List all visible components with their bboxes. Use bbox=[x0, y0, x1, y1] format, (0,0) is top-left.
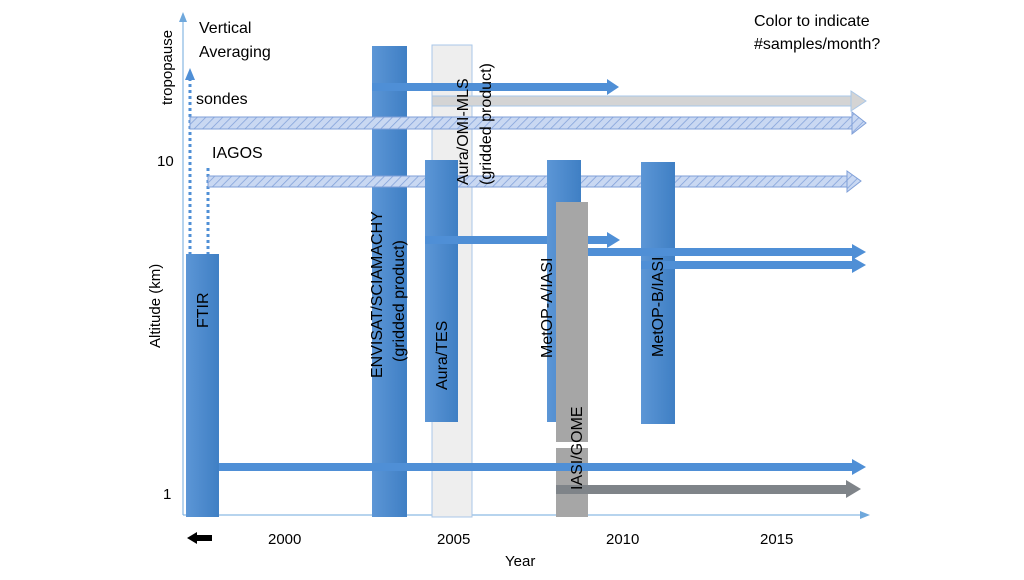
tes-bar bbox=[425, 160, 458, 422]
iasi-gome-bar-upper bbox=[556, 202, 588, 442]
metop-b-arrow bbox=[641, 257, 866, 273]
omi-mls-label-line-2: (gridded product) bbox=[478, 63, 495, 185]
vertical-averaging-line-1: Vertical bbox=[199, 20, 251, 37]
iasi-gome-arrow bbox=[556, 480, 861, 498]
x-tick-2010: 2010 bbox=[606, 531, 639, 548]
iasi-gome-bar-lower bbox=[556, 448, 588, 517]
tes-arrow bbox=[425, 232, 620, 248]
tes-label: Aura/TES bbox=[434, 321, 451, 390]
x-axis bbox=[183, 511, 870, 519]
y-tick-10: 10 bbox=[157, 153, 174, 170]
metop-b-label: MetOP-B/IASI bbox=[650, 257, 667, 357]
y-axis-label: Altitude (km) bbox=[147, 264, 164, 348]
envisat-label-line-1: ENVISAT/SCIAMACHY bbox=[369, 211, 386, 378]
y-axis bbox=[179, 12, 187, 515]
envisat-label: ENVISAT/SCIAMACHY (gridded product) bbox=[369, 207, 408, 378]
sondes-dotted-line bbox=[185, 68, 195, 255]
y-top-label: tropopause bbox=[159, 30, 176, 105]
y-tick-1: 1 bbox=[163, 486, 171, 503]
iagos-arrow bbox=[207, 170, 862, 194]
omi-mls-arrow bbox=[431, 90, 867, 112]
iasi-gome-label: IASI/GOME bbox=[569, 406, 586, 490]
omi-mls-label-line-1: Aura/OMI-MLS bbox=[455, 78, 472, 185]
vertical-averaging-line-2: Averaging bbox=[199, 44, 271, 61]
x-tick-2005: 2005 bbox=[437, 531, 470, 548]
ftir-label: FTIR bbox=[195, 292, 212, 328]
color-note: Color to indicate #samples/month? bbox=[754, 13, 880, 53]
envisat-arrow bbox=[372, 79, 619, 95]
x-tick-2015: 2015 bbox=[760, 531, 793, 548]
metop-a-label: MetOP-A/IASI bbox=[539, 258, 556, 358]
sondes-arrow bbox=[189, 110, 867, 136]
x-axis-label: Year bbox=[505, 553, 535, 570]
vertical-averaging-label: Vertical Averaging bbox=[199, 20, 271, 61]
metop-b-bar bbox=[641, 162, 675, 424]
x-tick-2000: 2000 bbox=[268, 531, 301, 548]
iagos-label: IAGOS bbox=[212, 145, 263, 162]
envisat-label-line-2: (gridded product) bbox=[391, 240, 408, 362]
ftir-arrow bbox=[219, 459, 866, 475]
sondes-label: sondes bbox=[196, 91, 248, 108]
metop-a-arrow bbox=[581, 244, 866, 260]
color-note-line-2: #samples/month? bbox=[754, 36, 880, 53]
ftir-bar bbox=[186, 254, 219, 517]
color-note-line-1: Color to indicate bbox=[754, 13, 870, 30]
omi-mls-label: Aura/OMI-MLS (gridded product) bbox=[455, 63, 495, 185]
left-arrow-icon bbox=[187, 532, 212, 544]
